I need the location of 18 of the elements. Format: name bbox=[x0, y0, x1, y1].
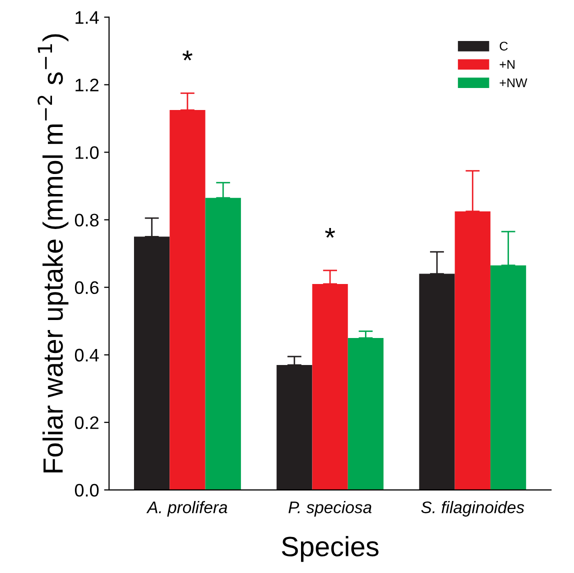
y-axis-title: Foliar water uptake (mmol m$^{−2}$ s$^{−1}$) bbox=[38, 34, 68, 472]
y-tick-label: 1.4 bbox=[76, 11, 99, 24]
y-tick-label: 1.0 bbox=[76, 146, 99, 159]
x-tick-label: A. prolifera bbox=[146, 501, 228, 517]
y-tick-label: 0.2 bbox=[74, 416, 98, 430]
y-tick-label: 0.8 bbox=[74, 214, 99, 227]
y-tick-label: 0.0 bbox=[74, 484, 99, 497]
annotation: * bbox=[325, 228, 336, 238]
annotation: * bbox=[182, 50, 192, 60]
legend-label: C bbox=[500, 42, 508, 51]
x-axis-title: Species bbox=[282, 536, 378, 562]
x-tick-label: P. speciosa bbox=[288, 501, 372, 517]
x-tick-label: S. filaginoides bbox=[421, 501, 524, 517]
legend-label: +N bbox=[500, 60, 514, 69]
y-tick-label: 1.2 bbox=[76, 78, 98, 92]
y-tick-label: 0.4 bbox=[74, 348, 99, 362]
legend-label: +NW bbox=[500, 78, 528, 88]
y-tick-label: 0.6 bbox=[74, 281, 99, 294]
